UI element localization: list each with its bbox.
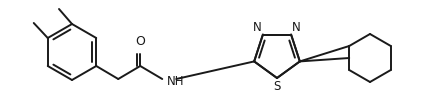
Text: NH: NH (167, 74, 185, 87)
Text: S: S (273, 80, 281, 93)
Text: N: N (253, 21, 262, 34)
Text: N: N (292, 21, 301, 34)
Text: O: O (135, 35, 145, 48)
